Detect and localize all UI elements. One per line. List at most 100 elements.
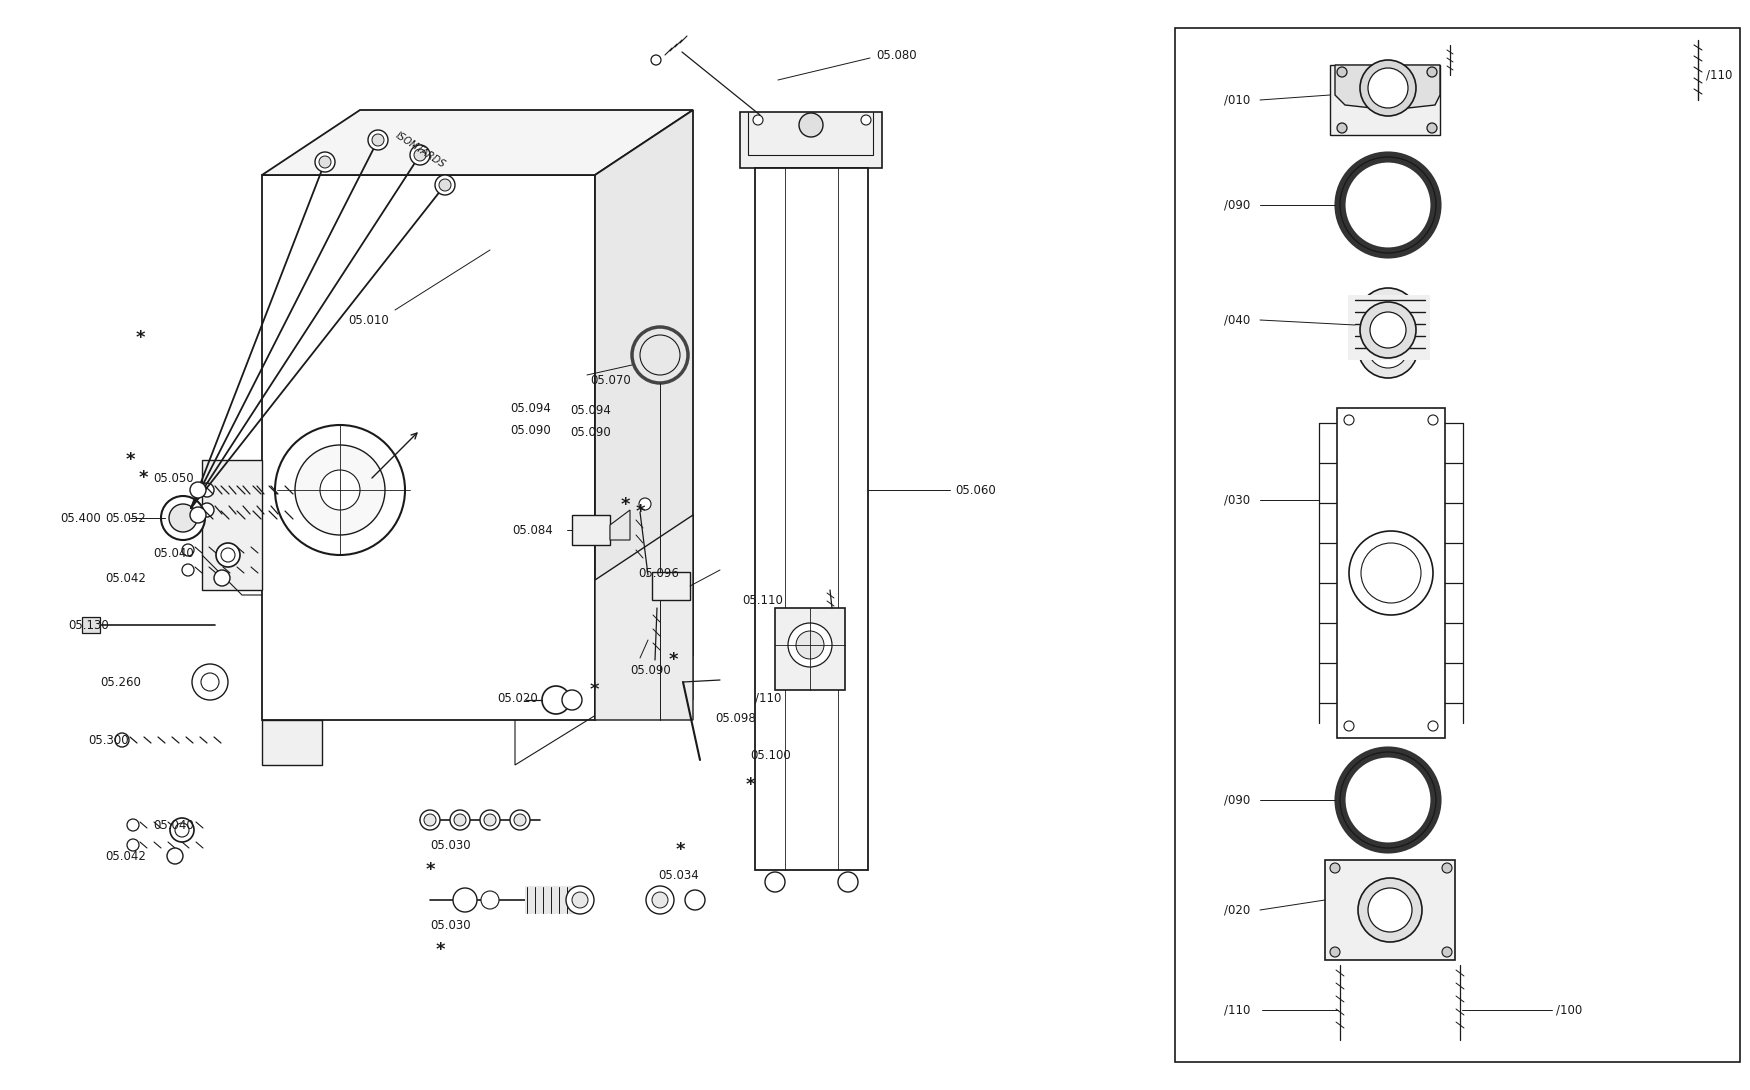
Text: 05.094: 05.094	[570, 403, 611, 416]
Text: 05.052: 05.052	[105, 511, 145, 524]
Circle shape	[191, 507, 206, 523]
Circle shape	[182, 564, 194, 576]
Text: *: *	[635, 502, 644, 521]
Circle shape	[1368, 328, 1409, 368]
Text: 05.042: 05.042	[105, 849, 145, 862]
Text: 05.030: 05.030	[430, 838, 471, 851]
Circle shape	[415, 149, 425, 161]
Circle shape	[1358, 318, 1418, 378]
Circle shape	[788, 623, 831, 667]
Circle shape	[373, 134, 383, 146]
Circle shape	[200, 502, 214, 517]
Circle shape	[1442, 947, 1452, 957]
Text: /110: /110	[1223, 1004, 1250, 1017]
Circle shape	[410, 145, 430, 165]
Circle shape	[320, 470, 360, 510]
Text: 05.020: 05.020	[497, 691, 537, 704]
Polygon shape	[1330, 65, 1440, 135]
Circle shape	[200, 483, 214, 497]
Circle shape	[509, 810, 530, 829]
Polygon shape	[525, 886, 576, 915]
Circle shape	[191, 482, 206, 498]
Text: *: *	[676, 841, 684, 859]
Text: *: *	[668, 651, 677, 669]
Circle shape	[170, 818, 194, 841]
Circle shape	[1426, 123, 1437, 133]
Text: 05.090: 05.090	[630, 664, 670, 677]
Polygon shape	[262, 175, 595, 720]
Circle shape	[1368, 308, 1409, 348]
Text: 05.070: 05.070	[590, 374, 630, 387]
Text: 05.096: 05.096	[639, 567, 679, 580]
Circle shape	[646, 886, 674, 915]
Circle shape	[565, 886, 593, 915]
Polygon shape	[262, 720, 322, 765]
Circle shape	[514, 814, 527, 826]
Circle shape	[166, 848, 184, 864]
Polygon shape	[653, 572, 690, 600]
Circle shape	[838, 872, 858, 892]
Circle shape	[128, 819, 138, 831]
Circle shape	[1358, 308, 1418, 368]
Polygon shape	[1335, 65, 1440, 110]
Text: *: *	[425, 861, 434, 879]
Polygon shape	[740, 112, 882, 168]
Text: 05.042: 05.042	[105, 571, 145, 584]
Text: /020: /020	[1223, 904, 1250, 917]
Circle shape	[201, 673, 219, 691]
Text: *: *	[746, 776, 754, 794]
Text: /110: /110	[1706, 69, 1732, 82]
Text: /090: /090	[1223, 794, 1250, 807]
Polygon shape	[595, 110, 693, 720]
Circle shape	[315, 152, 334, 172]
Text: 05.040: 05.040	[152, 819, 194, 832]
Text: 05.300: 05.300	[88, 734, 130, 747]
Circle shape	[796, 631, 824, 659]
Text: 05.030: 05.030	[430, 919, 471, 932]
Text: 05.400: 05.400	[60, 511, 102, 524]
Circle shape	[1358, 288, 1418, 348]
Circle shape	[116, 732, 130, 747]
Polygon shape	[611, 510, 630, 540]
Circle shape	[296, 445, 385, 535]
Text: 05.050: 05.050	[152, 472, 194, 484]
Circle shape	[1330, 947, 1340, 957]
Text: /110: /110	[754, 691, 782, 704]
Text: 05.060: 05.060	[956, 484, 996, 497]
Polygon shape	[262, 110, 693, 175]
Circle shape	[542, 686, 570, 714]
Text: 05.080: 05.080	[877, 48, 917, 61]
Circle shape	[485, 814, 495, 826]
Polygon shape	[1337, 408, 1446, 738]
Polygon shape	[595, 514, 693, 720]
Circle shape	[480, 810, 500, 829]
Polygon shape	[775, 608, 845, 690]
Circle shape	[481, 891, 499, 909]
Text: 05.034: 05.034	[658, 869, 698, 882]
Polygon shape	[754, 168, 868, 870]
Text: /100: /100	[1556, 1004, 1582, 1017]
Text: 05.260: 05.260	[100, 676, 142, 689]
Circle shape	[1337, 66, 1348, 77]
Polygon shape	[572, 514, 611, 545]
Circle shape	[1368, 68, 1409, 108]
Text: 05.090: 05.090	[570, 425, 611, 438]
Polygon shape	[1174, 28, 1740, 1062]
Text: 05.010: 05.010	[348, 314, 388, 327]
Text: *: *	[138, 469, 147, 487]
Circle shape	[1337, 123, 1348, 133]
Circle shape	[175, 823, 189, 837]
Circle shape	[439, 179, 452, 191]
Polygon shape	[201, 460, 262, 590]
Circle shape	[424, 814, 436, 826]
Circle shape	[861, 116, 872, 125]
Circle shape	[653, 892, 668, 908]
Text: 05.090: 05.090	[509, 424, 551, 436]
Polygon shape	[82, 617, 100, 633]
Circle shape	[800, 113, 822, 137]
Text: /030: /030	[1223, 494, 1250, 507]
Circle shape	[170, 504, 198, 532]
Circle shape	[1442, 863, 1452, 873]
Circle shape	[1368, 298, 1409, 338]
Circle shape	[215, 543, 240, 567]
